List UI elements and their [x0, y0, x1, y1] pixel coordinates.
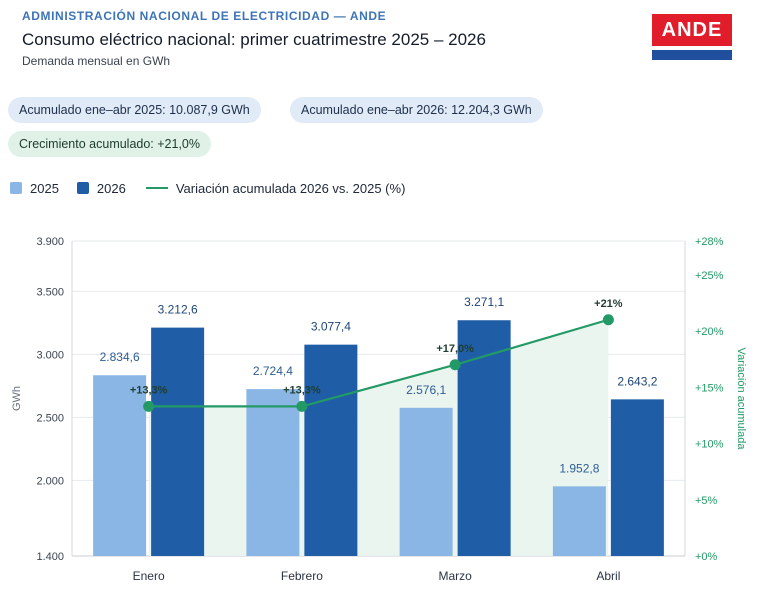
- variation-point: [602, 314, 614, 326]
- logo-wordmark: ANDE: [652, 14, 732, 46]
- legend-swatch-2026: [76, 182, 89, 194]
- variation-point: [449, 359, 461, 371]
- y-tick-label: 3.000: [36, 349, 64, 361]
- logo-stripe: [652, 50, 732, 60]
- y2-tick-label: +20%: [695, 326, 724, 338]
- bar-label-2025: 2.724,4: [253, 364, 293, 378]
- y-tick-label: 2.500: [36, 412, 64, 424]
- bar-2025: [399, 407, 453, 556]
- variation-label: +13,3%: [283, 384, 321, 396]
- legend-item-2025: 2025: [10, 181, 59, 196]
- legend-item-2026: 2026: [76, 180, 126, 196]
- legend-label-2025: 2025: [30, 180, 59, 196]
- summary-pill-2026: Acumulado ene–abr 2026: 12.204,3 GWh: [290, 97, 543, 123]
- legend-line-variation: [145, 187, 168, 189]
- y2-axis-title: Variación acumulada: [735, 348, 747, 451]
- bar-label-2026: 3.212,6: [158, 303, 198, 317]
- bar-label-2026: 2.643,2: [617, 374, 657, 388]
- bar-label-2025: 2.576,1: [406, 383, 446, 397]
- chart-kicker: ADMINISTRACIÓN NACIONAL DE ELECTRICIDAD …: [22, 9, 387, 23]
- bar-2025: [552, 486, 606, 556]
- chart-subtitle: Demanda mensual en GWh: [22, 54, 171, 68]
- y2-tick-label: +5%: [695, 495, 718, 507]
- variation-label: +21%: [594, 298, 623, 310]
- legend-label-2026: 2026: [96, 180, 126, 196]
- y2-tick-label: +25%: [695, 270, 724, 282]
- x-tick-label: Marzo: [438, 569, 472, 583]
- bar-2025: [93, 375, 147, 556]
- y-tick-label: 2.000: [36, 475, 64, 487]
- chart-title: Consumo eléctrico nacional: primer cuatr…: [22, 30, 486, 49]
- bar-label-2026: 3.271,1: [464, 295, 504, 309]
- y2-tick-label: +28%: [695, 236, 724, 248]
- y2-tick-label: +10%: [695, 439, 724, 451]
- bar-2025: [246, 389, 300, 556]
- x-tick-label: Febrero: [281, 569, 323, 583]
- legend-label-variation: Variación acumulada 2026 vs. 2025 (%): [175, 180, 406, 196]
- ande-logo: ANDE: [652, 14, 732, 60]
- x-tick-label: Enero: [133, 569, 165, 583]
- legend-item-variation: Variación acumulada 2026 vs. 2025 (%): [144, 180, 406, 196]
- y2-tick-label: +15%: [695, 382, 724, 394]
- bar-label-2025: 1.952,8: [559, 461, 599, 475]
- bar-2026: [610, 399, 664, 556]
- y-tick-label: 3.900: [36, 236, 64, 248]
- y-tick-label: 1.400: [36, 551, 64, 563]
- y-axis-title: GWh: [11, 386, 23, 411]
- bar-label-2025: 2.834,6: [100, 350, 140, 364]
- bar-label-2026: 3.077,4: [311, 320, 351, 334]
- bar-2026: [304, 344, 358, 556]
- variation-point: [143, 400, 155, 412]
- y-tick-label: 3.500: [36, 286, 64, 298]
- variation-line: [148, 318, 609, 408]
- x-tick-label: Abril: [596, 569, 620, 583]
- variation-area: [148, 319, 609, 556]
- variation-point: [296, 400, 308, 412]
- variation-label: +13,3%: [130, 384, 168, 396]
- summary-pill-growth: Crecimiento acumulado: +21,0%: [8, 131, 211, 157]
- bar-2026: [151, 327, 205, 556]
- summary-pill-2025: Acumulado ene–abr 2025: 10.087,9 GWh: [8, 97, 261, 123]
- chart-legend: 2025 2026 Variación acumulada 2026 vs. 2…: [10, 178, 423, 198]
- variation-label: +17,0%: [436, 343, 474, 355]
- legend-swatch-2025: [10, 182, 22, 194]
- bar-2026: [457, 320, 511, 556]
- y2-tick-label: +0%: [695, 551, 718, 563]
